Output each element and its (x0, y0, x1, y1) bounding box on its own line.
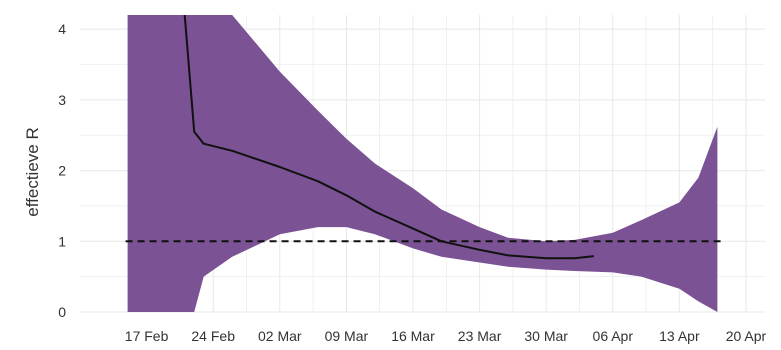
confidence-band (127, 15, 718, 312)
y-tick-label: 2 (58, 163, 66, 179)
r-estimate-line (183, 14, 594, 260)
x-tick-labels: 17 Feb 24 Feb 02 Mar 09 Mar 16 Mar 23 Mar 30 M… (125, 328, 767, 344)
x-tick-label: 20 Apr (726, 328, 767, 344)
x-tick-label: 06 Apr (593, 328, 634, 344)
x-tick-label: 17 Feb (125, 328, 169, 344)
y-tick-label: 3 (58, 92, 66, 108)
x-tick-label: 02 Mar (258, 328, 302, 344)
x-tick-label: 30 Mar (524, 328, 568, 344)
x-tick-label: 24 Feb (191, 328, 235, 344)
y-tick-labels: 0 1 2 3 4 (58, 21, 66, 320)
x-tick-label: 13 Apr (659, 328, 700, 344)
x-tick-label: 23 Mar (458, 328, 502, 344)
y-axis-title: effectieve R (23, 127, 42, 216)
y-tick-label: 4 (58, 21, 66, 37)
x-tick-label: 09 Mar (325, 328, 369, 344)
y-tick-label: 1 (58, 233, 66, 249)
y-tick-label: 0 (58, 304, 66, 320)
x-tick-label: 16 Mar (391, 328, 435, 344)
